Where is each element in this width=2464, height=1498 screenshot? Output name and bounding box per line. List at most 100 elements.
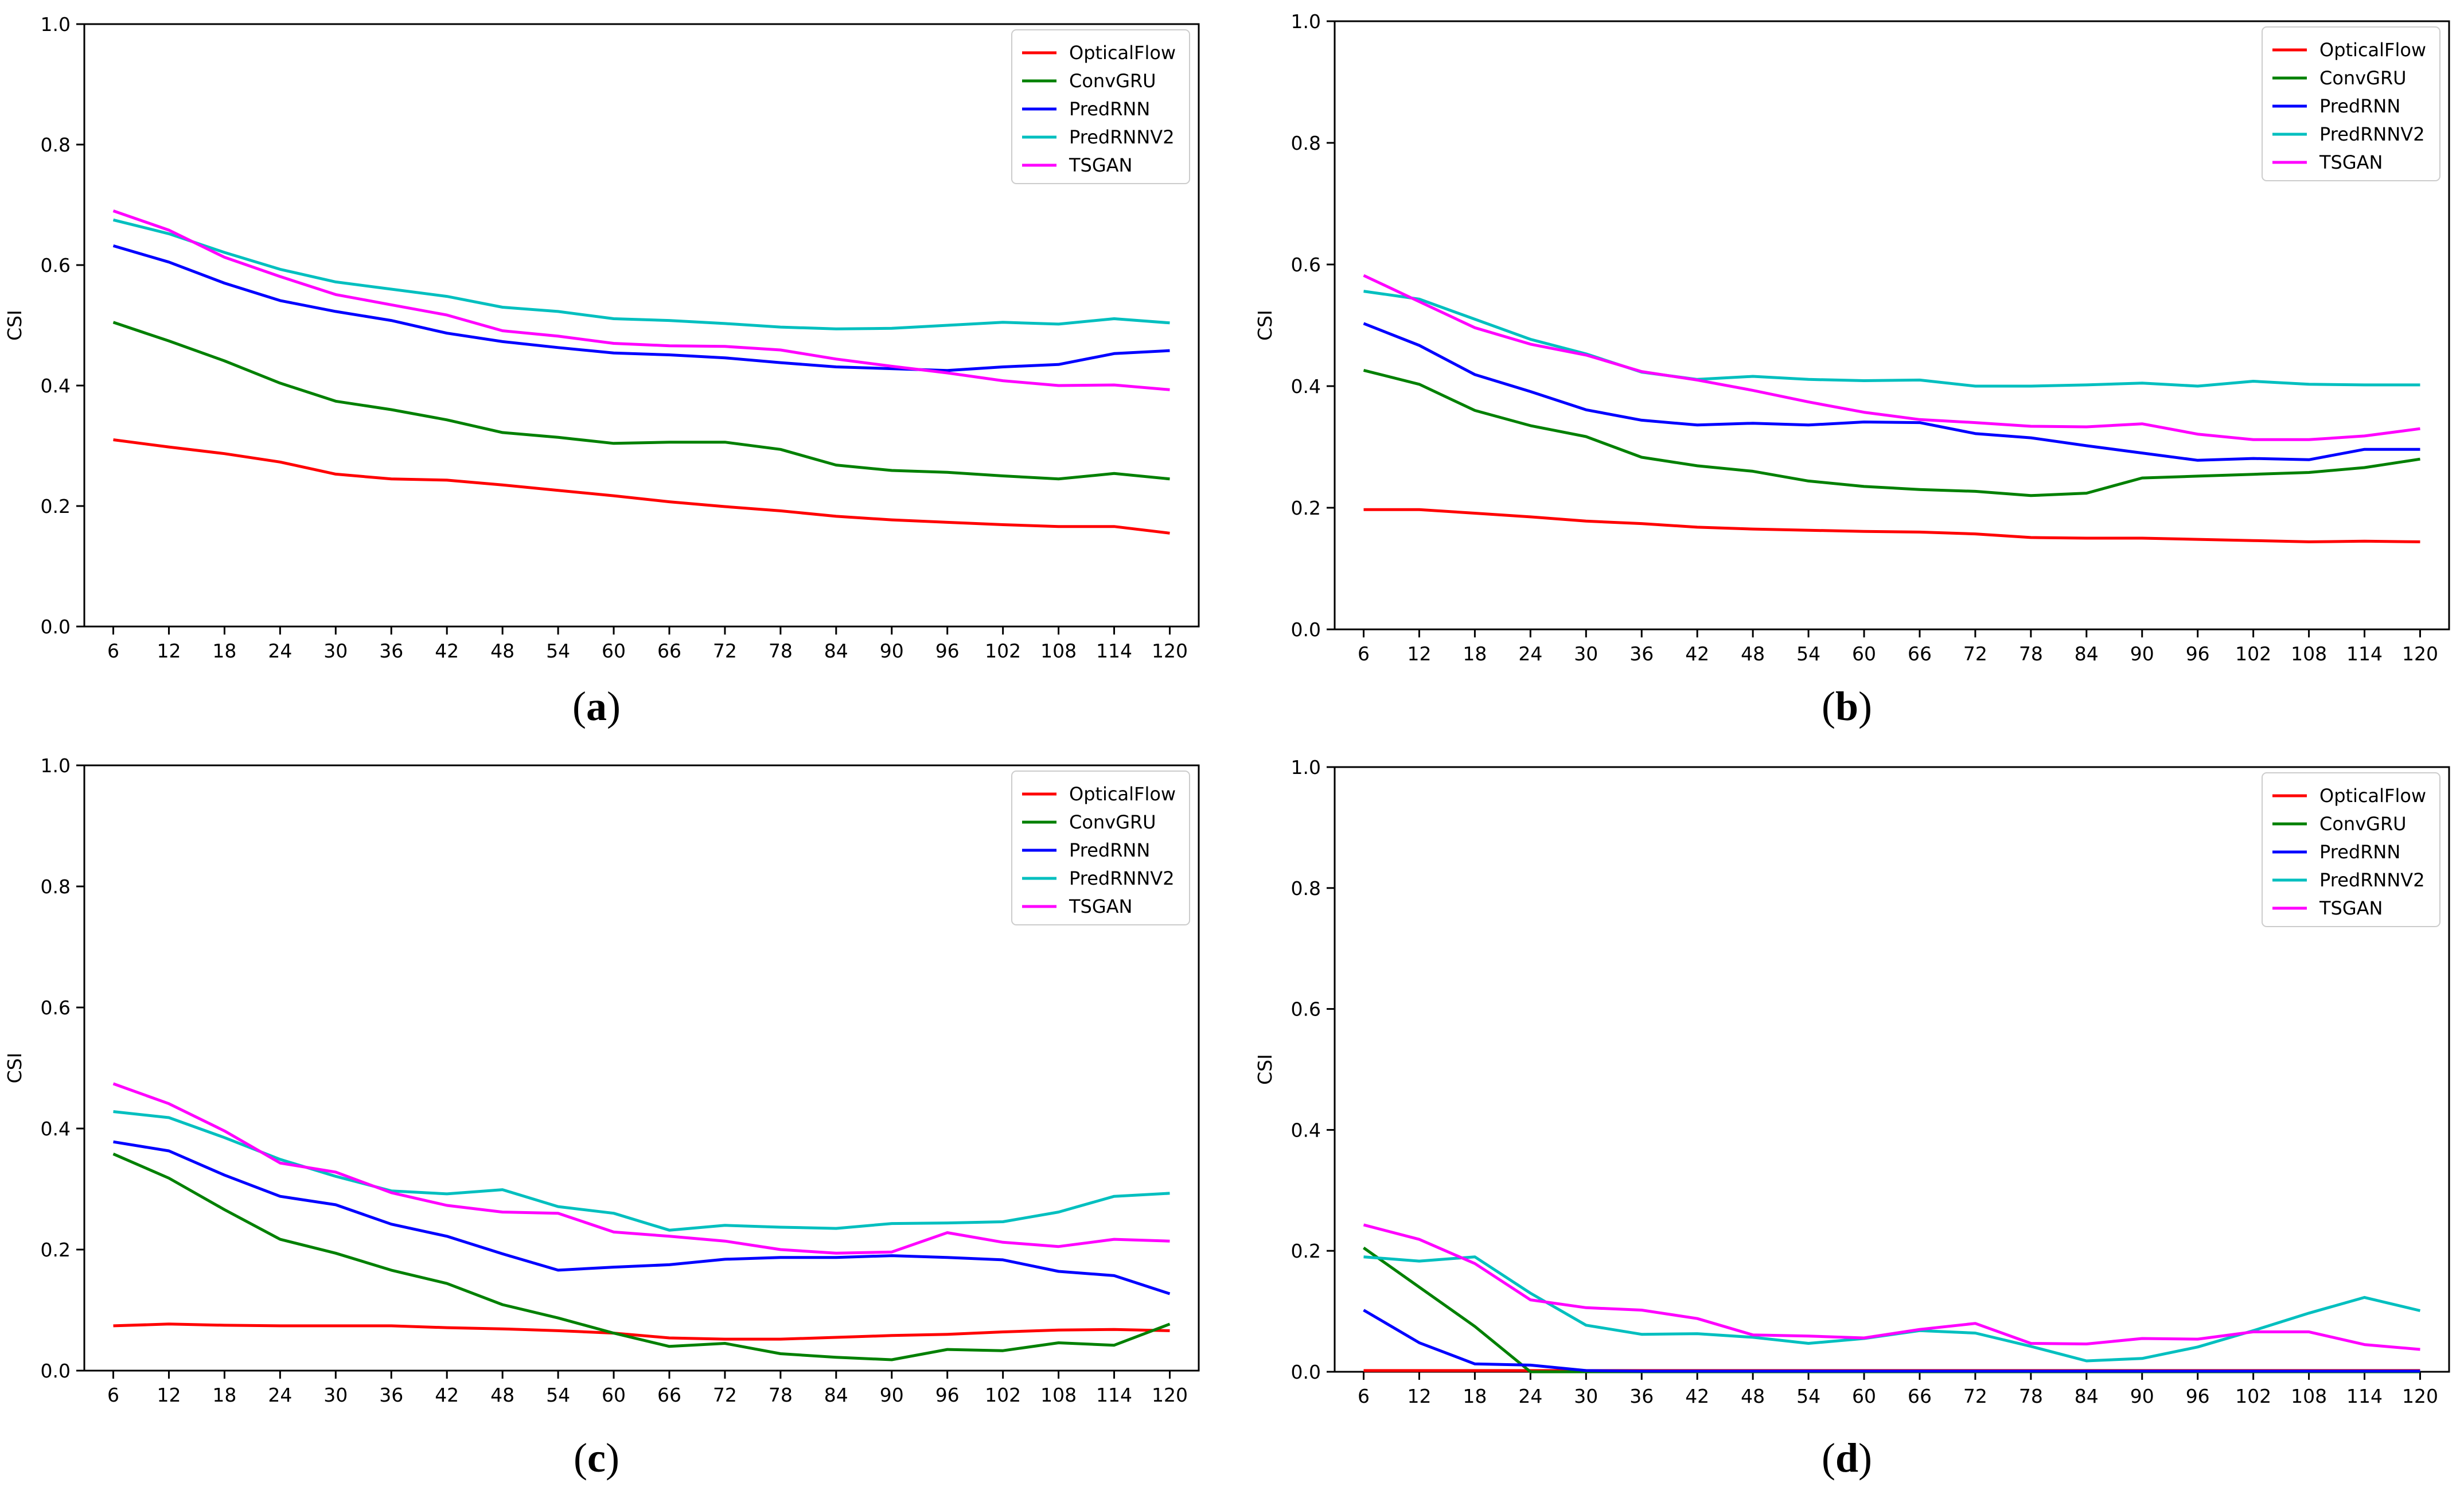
series-line-predrnnv2 <box>1363 290 2420 388</box>
x-tick-label: 78 <box>769 640 793 662</box>
x-tick-label: 12 <box>1407 1385 1431 1407</box>
y-tick-label: 0.6 <box>41 254 71 277</box>
series-line-predrnn <box>1363 1309 2420 1373</box>
caption-a: (a) <box>572 683 621 729</box>
x-tick-label: 120 <box>2402 1385 2438 1407</box>
y-tick-label: 0.4 <box>1291 375 1321 398</box>
y-axis-label: CSI <box>1254 1054 1276 1085</box>
x-tick-label: 84 <box>824 1384 848 1406</box>
legend: OpticalFlow ConvGRU PredRNN PredRNNV2 TSGAN <box>1011 771 1190 925</box>
x-tick-label: 60 <box>1852 643 1876 665</box>
x-tick-label: 18 <box>212 1384 236 1406</box>
x-tick-label: 48 <box>490 1384 514 1406</box>
y-tick-label: 1.0 <box>41 13 71 36</box>
x-tick-label: 96 <box>2186 1385 2210 1407</box>
x-tick-label: 72 <box>713 640 737 662</box>
x-tick-label: 120 <box>2402 643 2438 665</box>
chart-panel-b: 0.0 0.2 0.4 0.6 0.8 1.0 CSI 6 12 18 24 30 36 42 48 54 60… <box>1254 10 2450 665</box>
series-line-predrnnv2 <box>112 218 1170 330</box>
chart-panel-d: 0.0 0.2 0.4 0.6 0.8 1.0 CSI 6 12 18 24 30 36 42 48 54 60… <box>1254 756 2450 1407</box>
x-tick-label: 120 <box>1152 640 1188 662</box>
x-tick-label: 108 <box>2291 643 2327 665</box>
y-tick-label: 0.0 <box>1291 618 1321 641</box>
x-tick-label: 24 <box>268 1384 292 1406</box>
series-line-opticalflow <box>1363 508 2420 543</box>
series-line-predrnn <box>1363 322 2420 462</box>
x-tick-label: 6 <box>1358 1385 1370 1407</box>
legend: OpticalFlow ConvGRU PredRNN PredRNNV2 TSGAN <box>2262 772 2440 927</box>
x-tick-label: 90 <box>880 640 904 662</box>
x-tick-label: 108 <box>2291 1385 2327 1407</box>
chart-panel-c: 0.0 0.2 0.4 0.6 0.8 1.0 CSI 6 12 18 24 30 36 42 48 54 60… <box>3 754 1200 1406</box>
y-tick-label: 0.8 <box>41 134 71 156</box>
x-tick-label: 36 <box>379 1384 403 1406</box>
legend-label: OpticalFlow <box>2319 785 2426 807</box>
x-tick-label: 24 <box>1518 1385 1542 1407</box>
x-tick-label: 78 <box>2019 643 2043 665</box>
x-tick-label: 66 <box>1908 1385 1932 1407</box>
x-tick-label: 30 <box>323 640 348 662</box>
y-tick-label: 0.6 <box>1291 254 1321 276</box>
series-line-tsgan <box>112 1082 1170 1255</box>
x-tick-label: 30 <box>1574 643 1598 665</box>
x-tick-label: 72 <box>1963 643 1987 665</box>
x-tick-label: 60 <box>602 1384 626 1406</box>
x-tick-label: 102 <box>985 640 1021 662</box>
series-line-opticalflow <box>113 438 1170 535</box>
legend-label: PredRNN <box>1069 98 1150 120</box>
x-tick-label: 54 <box>546 1384 570 1406</box>
x-tick-label: 36 <box>1629 1385 1654 1407</box>
y-tick-label: 1.0 <box>1291 10 1321 33</box>
x-tick-label: 30 <box>323 1384 348 1406</box>
x-tick-label: 42 <box>1685 643 1709 665</box>
legend-label: TSGAN <box>2319 897 2383 919</box>
x-tick-label: 78 <box>769 1384 793 1406</box>
x-tick-label: 114 <box>1096 1384 1132 1406</box>
y-axis-label: CSI <box>3 1053 26 1084</box>
series-line-convgru <box>112 321 1170 481</box>
x-tick-label: 60 <box>602 640 626 662</box>
x-tick-label: 36 <box>379 640 403 662</box>
legend-box <box>2262 772 2440 927</box>
x-tick-label: 102 <box>2235 1385 2271 1407</box>
caption-b: (b) <box>1821 683 1872 729</box>
x-tick-label: 60 <box>1852 1385 1876 1407</box>
x-tick-label: 12 <box>157 640 181 662</box>
legend-label: PredRNNV2 <box>2319 123 2425 145</box>
x-tick-label: 114 <box>2346 1385 2383 1407</box>
y-tick-label: 0.6 <box>1291 998 1321 1021</box>
x-tick-label: 48 <box>1741 1385 1765 1407</box>
legend-label: PredRNNV2 <box>2319 869 2425 891</box>
y-tick-label: 0.0 <box>41 616 71 638</box>
x-tick-label: 24 <box>268 640 292 662</box>
legend-box <box>1011 771 1190 925</box>
legend-label: OpticalFlow <box>1069 783 1176 805</box>
y-tick-label: 0.0 <box>41 1360 71 1382</box>
x-tick-label: 84 <box>2075 643 2099 665</box>
legend-box <box>1011 29 1190 184</box>
y-tick-label: 0.6 <box>41 997 71 1019</box>
x-tick-label: 42 <box>1685 1385 1709 1407</box>
x-tick-label: 54 <box>1796 643 1820 665</box>
x-tick-label: 120 <box>1152 1384 1188 1406</box>
y-tick-label: 0.0 <box>1291 1361 1321 1383</box>
x-tick-label: 114 <box>2346 643 2383 665</box>
x-tick-label: 102 <box>2235 643 2271 665</box>
series-line-convgru <box>1363 1246 2420 1374</box>
legend-label: PredRNN <box>2319 95 2400 117</box>
x-tick-label: 90 <box>2130 1385 2154 1407</box>
y-tick-label: 0.4 <box>1291 1119 1321 1141</box>
x-tick-label: 42 <box>435 640 459 662</box>
x-tick-label: 6 <box>107 640 119 662</box>
plot-frame <box>83 764 1200 1372</box>
y-tick-label: 0.2 <box>1291 1240 1321 1262</box>
y-tick-label: 0.8 <box>1291 877 1321 900</box>
x-tick-label: 6 <box>107 1384 119 1406</box>
y-tick-label: 0.8 <box>41 876 71 898</box>
y-tick-label: 0.4 <box>41 375 71 397</box>
legend-label: ConvGRU <box>2319 813 2407 835</box>
x-tick-label: 36 <box>1629 643 1654 665</box>
series-line-tsgan <box>112 209 1170 391</box>
x-tick-label: 78 <box>2019 1385 2043 1407</box>
